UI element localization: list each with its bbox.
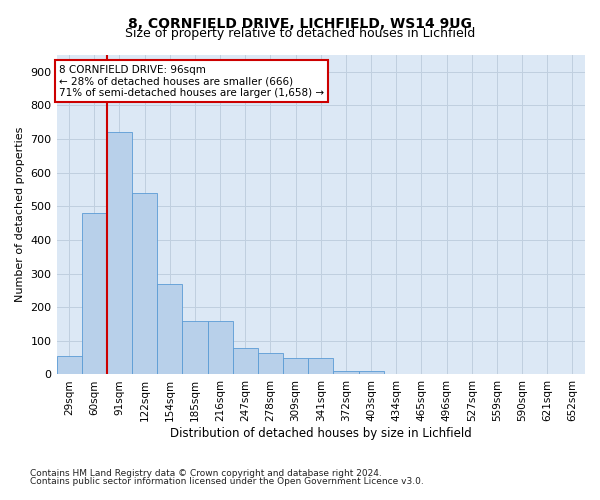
Bar <box>157 284 182 374</box>
Bar <box>56 356 82 374</box>
Text: Contains public sector information licensed under the Open Government Licence v3: Contains public sector information licen… <box>30 477 424 486</box>
Bar <box>107 132 132 374</box>
Bar <box>258 352 283 374</box>
Bar <box>182 320 208 374</box>
Bar <box>132 193 157 374</box>
Text: Size of property relative to detached houses in Lichfield: Size of property relative to detached ho… <box>125 28 475 40</box>
Bar <box>233 348 258 374</box>
Bar <box>208 320 233 374</box>
Text: 8 CORNFIELD DRIVE: 96sqm
← 28% of detached houses are smaller (666)
71% of semi-: 8 CORNFIELD DRIVE: 96sqm ← 28% of detach… <box>59 64 325 98</box>
Bar <box>82 213 107 374</box>
Text: Contains HM Land Registry data © Crown copyright and database right 2024.: Contains HM Land Registry data © Crown c… <box>30 468 382 477</box>
Bar <box>308 358 334 374</box>
Y-axis label: Number of detached properties: Number of detached properties <box>15 127 25 302</box>
Text: 8, CORNFIELD DRIVE, LICHFIELD, WS14 9UG: 8, CORNFIELD DRIVE, LICHFIELD, WS14 9UG <box>128 18 472 32</box>
X-axis label: Distribution of detached houses by size in Lichfield: Distribution of detached houses by size … <box>170 427 472 440</box>
Bar <box>359 371 383 374</box>
Bar <box>334 371 359 374</box>
Bar <box>283 358 308 374</box>
